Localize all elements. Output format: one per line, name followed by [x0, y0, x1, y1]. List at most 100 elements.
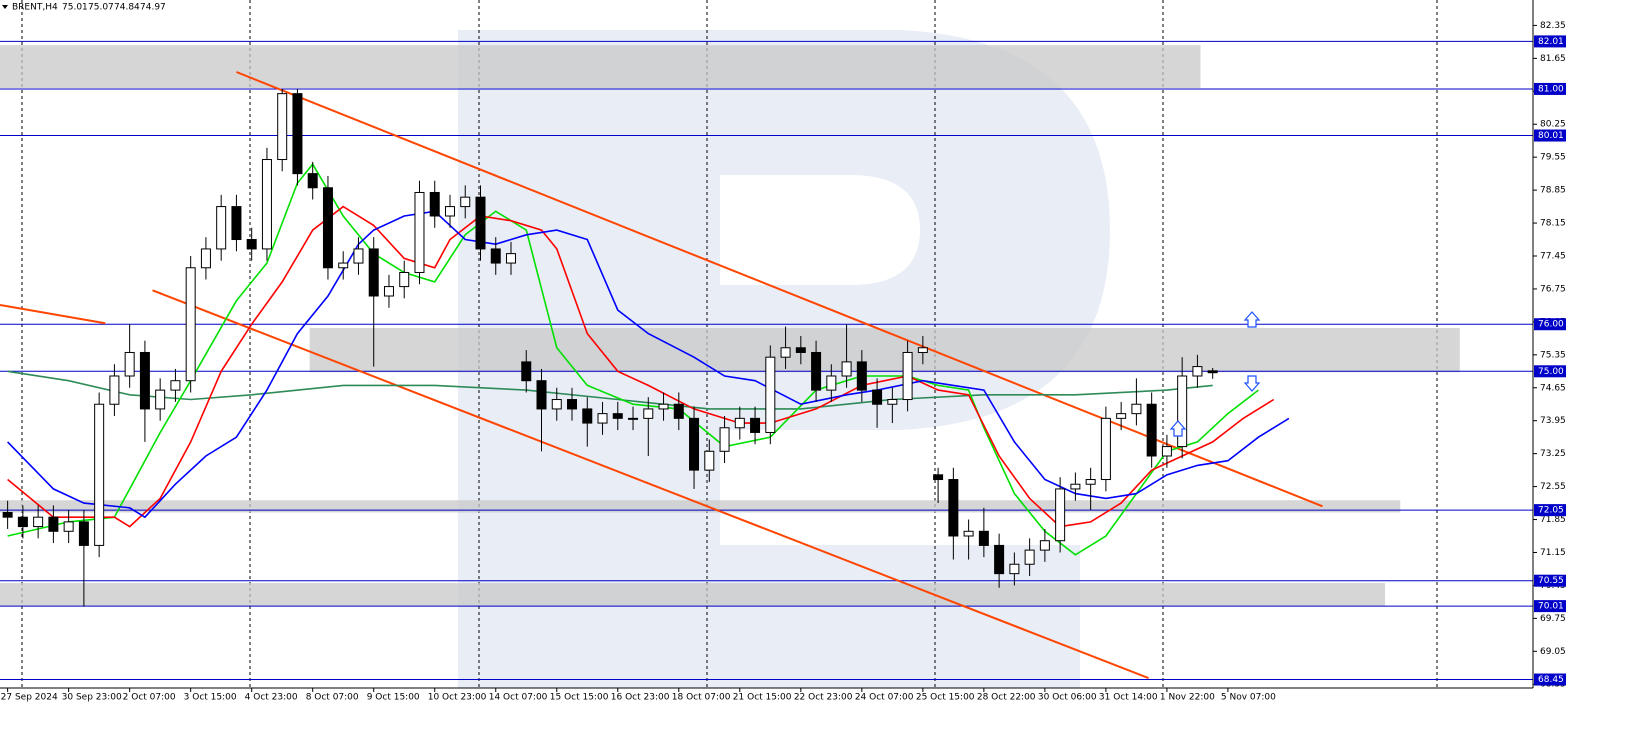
candle-body — [521, 361, 532, 382]
candle-body — [1039, 540, 1050, 551]
y-tick-label: 71.15 — [1540, 548, 1566, 558]
candle-body — [658, 403, 669, 410]
x-tick-label: 10 Oct 23:00 — [428, 693, 487, 703]
y-tick-label: 80.25 — [1540, 120, 1566, 130]
x-tick-label: 28 Oct 22:00 — [977, 693, 1036, 703]
x-tick-label: 30 Oct 06:00 — [1038, 693, 1097, 703]
x-tick-label: 27 Sep 2024 — [1, 693, 58, 703]
zone — [0, 583, 1386, 607]
candle-body — [1161, 446, 1172, 457]
candle-body — [994, 544, 1005, 575]
x-tick-label: 2 Oct 07:00 — [123, 693, 176, 703]
level-label: 80.01 — [1538, 131, 1564, 141]
candle-body — [551, 399, 562, 410]
level-label-box — [1534, 673, 1566, 686]
candle-body — [643, 408, 654, 419]
x-tick-label: 3 Oct 15:00 — [184, 693, 237, 703]
y-tick-label: 75.35 — [1540, 350, 1566, 360]
candle-body — [1055, 488, 1066, 542]
candle-body — [704, 450, 715, 471]
candle-body — [368, 248, 379, 297]
zone — [0, 45, 1201, 88]
level-label-box — [1534, 574, 1566, 587]
candle-body — [628, 417, 639, 420]
trendline — [236, 71, 1323, 508]
level-label: 81.00 — [1538, 84, 1564, 94]
candle-body — [1207, 370, 1218, 374]
candle-body — [185, 267, 196, 382]
candle-body — [1177, 375, 1188, 448]
candle-body — [1131, 403, 1142, 415]
candle-body — [978, 530, 989, 546]
axis-labels: 82.3581.6580.9580.2579.5578.8578.1577.45… — [1, 21, 1566, 703]
y-tick-label: 69.05 — [1540, 647, 1566, 657]
close-value: 74.97 — [140, 3, 166, 13]
y-tick-label: 78.85 — [1540, 186, 1566, 196]
candle-body — [216, 206, 227, 250]
candle-body — [231, 206, 242, 241]
header: BRENT,H4 75.01 75.07 74.84 74.97 — [2, 3, 166, 13]
arrow-up — [1243, 311, 1261, 328]
candle-body — [582, 408, 593, 424]
candle-body — [887, 399, 898, 405]
candle-body — [460, 196, 471, 208]
candles — [2, 88, 1218, 607]
arrow-down — [1243, 375, 1261, 392]
header-icon — [2, 5, 8, 9]
x-tick-label: 16 Oct 23:00 — [611, 693, 670, 703]
candle-body — [124, 351, 135, 377]
candle-body — [139, 351, 150, 410]
y-tick-label: 81.65 — [1540, 54, 1566, 64]
candle-body — [429, 191, 440, 217]
y-tick-label: 72.55 — [1540, 482, 1566, 492]
indicator-line — [7, 205, 1275, 528]
candle-body — [734, 417, 745, 429]
x-tick-label: 21 Oct 15:00 — [733, 693, 792, 703]
level-label: 68.45 — [1538, 675, 1564, 685]
y-tick-label: 77.45 — [1540, 252, 1566, 262]
candle-body — [765, 356, 776, 433]
watermark-foot — [720, 545, 1080, 688]
x-tick-label: 31 Oct 14:00 — [1099, 693, 1158, 703]
candle-body — [826, 375, 837, 391]
candle-body — [246, 239, 257, 250]
candle-body — [170, 380, 181, 391]
candle-body — [1070, 483, 1081, 490]
candle-body — [841, 361, 852, 377]
y-tick-label: 73.95 — [1540, 416, 1566, 426]
candle-body — [567, 399, 578, 410]
candle-body — [200, 248, 211, 269]
x-tick-label: 22 Oct 23:00 — [794, 693, 853, 703]
x-tick-label: 8 Oct 07:00 — [306, 693, 359, 703]
candle-body — [872, 389, 883, 405]
candle-body — [506, 253, 516, 264]
signal-arrows — [1169, 311, 1261, 437]
candle-body — [353, 248, 364, 264]
candle-body — [963, 530, 974, 537]
y-tick-label: 79.55 — [1540, 153, 1566, 163]
x-tick-label: 4 Oct 23:00 — [245, 693, 298, 703]
candle-body — [1116, 413, 1127, 419]
x-tick-label: 1 Nov 22:00 — [1160, 693, 1215, 703]
level-label: 75.00 — [1538, 367, 1564, 377]
candle-body — [307, 173, 318, 189]
candle-body — [1192, 366, 1203, 377]
trendline — [0, 303, 106, 325]
zone — [0, 500, 1401, 513]
x-tick-label: 5 Nov 07:00 — [1221, 693, 1276, 703]
x-tick-label: 9 Oct 15:00 — [367, 693, 420, 703]
candle-body — [689, 417, 700, 471]
level-label-box — [1534, 318, 1566, 331]
symbol: BRENT,H4 — [12, 3, 58, 13]
candle-body — [811, 351, 822, 391]
level-label-box — [1534, 504, 1566, 517]
level-label-box — [1534, 82, 1566, 95]
levels — [0, 40, 1533, 681]
open-value: 75.01 — [62, 3, 88, 13]
level-label: 70.01 — [1538, 602, 1564, 612]
x-tick-label: 18 Oct 07:00 — [672, 693, 731, 703]
x-tick-label: 25 Oct 15:00 — [916, 693, 975, 703]
candle-body — [780, 347, 791, 358]
